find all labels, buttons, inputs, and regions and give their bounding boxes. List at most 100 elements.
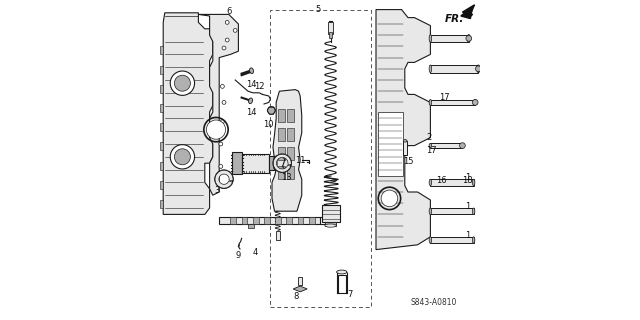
Ellipse shape: [429, 35, 431, 42]
Bar: [322, 205, 340, 222]
Bar: [278, 147, 285, 160]
Bar: [278, 128, 285, 141]
Text: 10: 10: [264, 120, 274, 129]
Polygon shape: [461, 6, 472, 19]
Bar: [430, 35, 468, 42]
Circle shape: [460, 143, 465, 148]
Bar: [287, 166, 294, 179]
Bar: [248, 224, 253, 228]
Circle shape: [174, 75, 191, 91]
Bar: [160, 123, 163, 131]
Text: 12: 12: [254, 82, 264, 91]
Circle shape: [219, 164, 223, 168]
Bar: [287, 128, 294, 141]
Text: 5: 5: [315, 5, 321, 14]
Circle shape: [170, 71, 195, 95]
Circle shape: [472, 100, 478, 105]
Text: 6: 6: [226, 7, 232, 16]
Circle shape: [222, 46, 226, 50]
Bar: [232, 152, 242, 174]
Ellipse shape: [337, 270, 347, 274]
Circle shape: [219, 142, 223, 146]
Bar: [298, 217, 303, 224]
Ellipse shape: [467, 35, 470, 42]
Ellipse shape: [429, 179, 431, 186]
Text: S843-A0810: S843-A0810: [410, 298, 457, 307]
Bar: [242, 217, 248, 224]
Bar: [430, 65, 479, 73]
Circle shape: [170, 145, 195, 169]
Wedge shape: [273, 154, 291, 172]
Ellipse shape: [429, 208, 431, 214]
Bar: [275, 217, 281, 224]
Bar: [264, 217, 270, 224]
Ellipse shape: [248, 98, 253, 104]
Circle shape: [466, 36, 472, 41]
Bar: [287, 109, 294, 122]
Text: FR.: FR.: [445, 14, 464, 24]
Text: 7: 7: [348, 290, 353, 299]
Bar: [430, 237, 474, 243]
Circle shape: [220, 84, 225, 88]
Ellipse shape: [477, 65, 480, 73]
Bar: [298, 277, 302, 285]
Text: 17: 17: [439, 93, 449, 102]
Wedge shape: [215, 170, 233, 188]
Text: 14: 14: [246, 80, 257, 89]
Polygon shape: [163, 13, 212, 214]
Circle shape: [206, 120, 226, 139]
Bar: [160, 142, 163, 150]
Circle shape: [220, 120, 225, 124]
Circle shape: [222, 100, 226, 104]
Ellipse shape: [474, 100, 477, 105]
Ellipse shape: [429, 100, 431, 105]
Bar: [253, 217, 259, 224]
Bar: [160, 66, 163, 74]
Text: 8: 8: [293, 292, 299, 301]
Bar: [160, 181, 163, 189]
Ellipse shape: [472, 179, 475, 186]
Ellipse shape: [325, 224, 337, 227]
Bar: [275, 231, 280, 240]
Text: 2: 2: [426, 133, 431, 142]
Bar: [329, 32, 332, 38]
Bar: [278, 166, 285, 179]
Bar: [242, 154, 269, 173]
Bar: [270, 10, 371, 307]
Ellipse shape: [472, 208, 475, 214]
Bar: [328, 22, 333, 34]
Bar: [430, 208, 474, 214]
Bar: [403, 141, 407, 155]
Text: 18: 18: [462, 176, 472, 185]
Bar: [309, 217, 315, 224]
Text: 17: 17: [426, 146, 436, 155]
Polygon shape: [272, 90, 302, 211]
Bar: [230, 217, 236, 224]
Polygon shape: [376, 10, 430, 250]
Bar: [160, 162, 163, 170]
Bar: [219, 217, 320, 224]
Circle shape: [476, 66, 481, 72]
Ellipse shape: [461, 143, 464, 148]
Bar: [269, 156, 275, 170]
Bar: [430, 179, 474, 186]
Text: 3: 3: [214, 186, 220, 195]
Bar: [160, 85, 163, 93]
Bar: [325, 222, 337, 226]
Bar: [287, 217, 292, 224]
Text: 1: 1: [465, 202, 470, 211]
Bar: [278, 109, 285, 122]
Circle shape: [225, 20, 229, 24]
Polygon shape: [462, 5, 475, 18]
Ellipse shape: [403, 140, 407, 142]
Bar: [160, 200, 163, 208]
Ellipse shape: [429, 143, 431, 148]
Ellipse shape: [250, 68, 253, 74]
Text: 1: 1: [465, 231, 470, 240]
Text: 4: 4: [253, 248, 258, 257]
Circle shape: [381, 190, 398, 207]
Text: 11: 11: [296, 156, 306, 164]
Ellipse shape: [273, 156, 277, 170]
Polygon shape: [198, 14, 239, 195]
Bar: [160, 46, 163, 54]
